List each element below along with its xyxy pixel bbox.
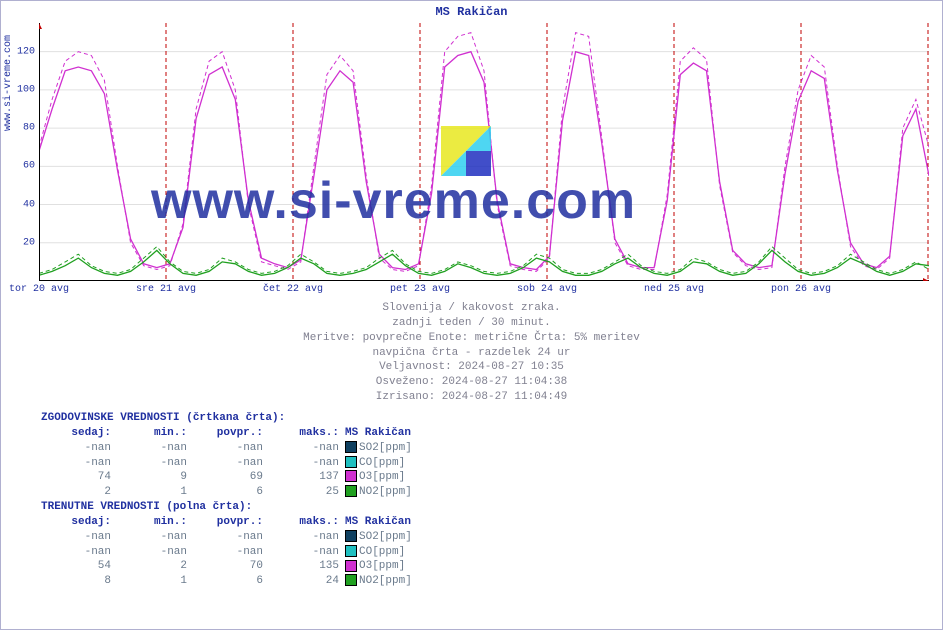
cell-param: SO2[ppm] <box>345 441 418 456</box>
cell-param: CO[ppm] <box>345 456 418 471</box>
cell-maks: -nan <box>269 456 345 471</box>
y-tick-label: 20 <box>1 237 35 248</box>
cell-povpr: -nan <box>193 545 269 560</box>
table-row: -nan-nan-nan-nanCO[ppm] <box>41 545 418 560</box>
cell-sedaj: 2 <box>41 485 117 500</box>
color-swatch <box>345 545 357 557</box>
cell-povpr: -nan <box>193 530 269 545</box>
cell-maks: 137 <box>269 470 345 485</box>
chart-frame: www.si-vreme.com MS Rakičan 204060801001… <box>0 0 943 630</box>
cell-param: O3[ppm] <box>345 559 418 574</box>
x-tick-label: čet 22 avg <box>263 284 323 295</box>
table-row: -nan-nan-nan-nanCO[ppm] <box>41 456 418 471</box>
cell-povpr: -nan <box>193 456 269 471</box>
station-header: MS Rakičan <box>345 515 418 530</box>
y-tick-label: 60 <box>1 161 35 172</box>
color-swatch <box>345 470 357 482</box>
cell-sedaj: -nan <box>41 441 117 456</box>
cell-param: NO2[ppm] <box>345 485 418 500</box>
cell-maks: 25 <box>269 485 345 500</box>
y-tick-label: 120 <box>1 46 35 57</box>
cell-povpr: 6 <box>193 574 269 589</box>
col-header: min.: <box>117 426 193 441</box>
col-header: povpr.: <box>193 426 269 441</box>
table-row: 74969137O3[ppm] <box>41 470 418 485</box>
col-header: maks.: <box>269 426 345 441</box>
cell-maks: -nan <box>269 530 345 545</box>
color-swatch <box>345 485 357 497</box>
cell-sedaj: -nan <box>41 530 117 545</box>
line-chart-svg <box>39 23 929 281</box>
table-title: ZGODOVINSKE VREDNOSTI (črtkana črta): <box>41 411 418 426</box>
x-tick-label: ned 25 avg <box>644 284 704 295</box>
y-tick-label: 80 <box>1 123 35 134</box>
table-row: -nan-nan-nan-nanSO2[ppm] <box>41 441 418 456</box>
cell-maks: -nan <box>269 545 345 560</box>
cell-min: 1 <box>117 485 193 500</box>
cell-maks: 135 <box>269 559 345 574</box>
x-tick-label: sre 21 avg <box>136 284 196 295</box>
table-row: -nan-nan-nan-nanSO2[ppm] <box>41 530 418 545</box>
table-row: 54270135O3[ppm] <box>41 559 418 574</box>
cell-min: 1 <box>117 574 193 589</box>
data-table: sedaj:min.:povpr.:maks.:MS Rakičan-nan-n… <box>41 515 418 589</box>
cell-sedaj: -nan <box>41 456 117 471</box>
station-header: MS Rakičan <box>345 426 418 441</box>
y-tick-label: 40 <box>1 199 35 210</box>
data-table: sedaj:min.:povpr.:maks.:MS Rakičan-nan-n… <box>41 426 418 500</box>
x-tick-label: pet 23 avg <box>390 284 450 295</box>
x-axis-ticks: tor 20 avgsre 21 avgčet 22 avgpet 23 avg… <box>39 284 929 298</box>
meta-line: zadnji teden / 30 minut. <box>1 316 942 331</box>
col-header: sedaj: <box>41 426 117 441</box>
cell-povpr: 70 <box>193 559 269 574</box>
color-swatch <box>345 560 357 572</box>
cell-param: SO2[ppm] <box>345 530 418 545</box>
plot-area <box>39 23 929 281</box>
chart-title: MS Rakičan <box>1 5 942 19</box>
cell-sedaj: -nan <box>41 545 117 560</box>
cell-maks: -nan <box>269 441 345 456</box>
color-swatch <box>345 574 357 586</box>
cell-sedaj: 74 <box>41 470 117 485</box>
col-header: min.: <box>117 515 193 530</box>
x-tick-label: pon 26 avg <box>771 284 831 295</box>
cell-min: -nan <box>117 456 193 471</box>
cell-maks: 24 <box>269 574 345 589</box>
meta-line: Osveženo: 2024-08-27 11:04:38 <box>1 375 942 390</box>
cell-sedaj: 54 <box>41 559 117 574</box>
cell-min: -nan <box>117 441 193 456</box>
x-tick-label: sob 24 avg <box>517 284 577 295</box>
chart-metadata: Slovenija / kakovost zraka.zadnji teden … <box>1 301 942 405</box>
color-swatch <box>345 441 357 453</box>
cell-sedaj: 8 <box>41 574 117 589</box>
table-row: 81624NO2[ppm] <box>41 574 418 589</box>
cell-min: 2 <box>117 559 193 574</box>
cell-param: O3[ppm] <box>345 470 418 485</box>
meta-line: Slovenija / kakovost zraka. <box>1 301 942 316</box>
color-swatch <box>345 530 357 542</box>
meta-line: Izrisano: 2024-08-27 11:04:49 <box>1 390 942 405</box>
cell-povpr: 69 <box>193 470 269 485</box>
col-header: maks.: <box>269 515 345 530</box>
cell-povpr: -nan <box>193 441 269 456</box>
value-tables: ZGODOVINSKE VREDNOSTI (črtkana črta):sed… <box>41 411 418 589</box>
meta-line: Meritve: povprečne Enote: metrične Črta:… <box>1 331 942 346</box>
cell-param: CO[ppm] <box>345 545 418 560</box>
cell-param: NO2[ppm] <box>345 574 418 589</box>
col-header: povpr.: <box>193 515 269 530</box>
y-axis-ticks: 20 40 60 80 100 120 <box>1 23 37 281</box>
col-header: sedaj: <box>41 515 117 530</box>
x-tick-label: tor 20 avg <box>9 284 69 295</box>
meta-line: navpična črta - razdelek 24 ur <box>1 346 942 361</box>
meta-line: Veljavnost: 2024-08-27 10:35 <box>1 360 942 375</box>
y-tick-label: 100 <box>1 84 35 95</box>
table-title: TRENUTNE VREDNOSTI (polna črta): <box>41 500 418 515</box>
cell-povpr: 6 <box>193 485 269 500</box>
cell-min: -nan <box>117 530 193 545</box>
cell-min: 9 <box>117 470 193 485</box>
table-row: 21625NO2[ppm] <box>41 485 418 500</box>
color-swatch <box>345 456 357 468</box>
cell-min: -nan <box>117 545 193 560</box>
